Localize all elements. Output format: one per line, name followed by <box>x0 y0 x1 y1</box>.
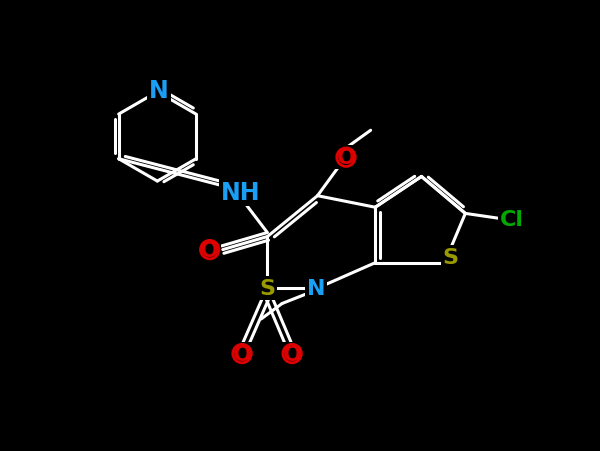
Text: S: S <box>259 278 275 299</box>
Text: O: O <box>233 344 251 364</box>
Text: O: O <box>337 148 355 168</box>
Text: O: O <box>200 240 219 260</box>
Text: N: N <box>149 79 169 103</box>
Text: NH: NH <box>221 180 260 204</box>
Text: Cl: Cl <box>500 209 524 229</box>
Text: O: O <box>283 344 302 364</box>
Text: S: S <box>443 247 459 267</box>
Text: N: N <box>307 278 325 299</box>
